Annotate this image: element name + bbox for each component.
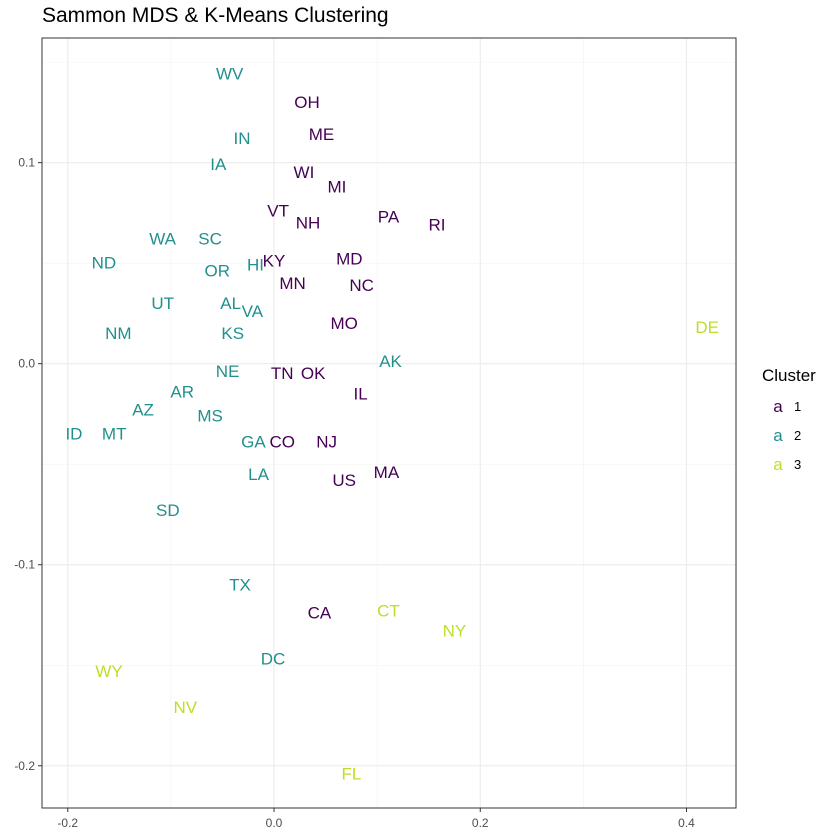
point-label-ny: NY xyxy=(443,622,467,641)
y-tick-label: 0.1 xyxy=(18,156,35,170)
point-label-ms: MS xyxy=(197,406,223,425)
point-label-il: IL xyxy=(354,384,368,403)
point-label-ne: NE xyxy=(216,362,240,381)
point-label-fl: FL xyxy=(341,764,361,783)
legend-key: a xyxy=(773,454,783,474)
point-label-nj: NJ xyxy=(316,433,337,452)
point-label-sc: SC xyxy=(198,230,222,249)
point-label-nv: NV xyxy=(174,698,198,717)
point-label-wa: WA xyxy=(149,230,176,249)
point-label-ri: RI xyxy=(428,215,445,234)
x-tick-label: -0.2 xyxy=(57,816,78,830)
point-label-va: VA xyxy=(242,302,264,321)
point-label-ga: GA xyxy=(241,433,266,452)
point-label-dc: DC xyxy=(261,650,286,669)
point-label-ca: CA xyxy=(308,603,332,622)
point-label-mo: MO xyxy=(330,314,357,333)
legend-title: Cluster xyxy=(762,366,816,385)
x-tick-label: 0.4 xyxy=(678,816,695,830)
point-label-ak: AK xyxy=(379,352,402,371)
point-label-co: CO xyxy=(270,433,296,452)
point-label-ok: OK xyxy=(301,364,326,383)
point-label-mt: MT xyxy=(102,425,127,444)
point-label-de: DE xyxy=(695,318,719,337)
point-label-nc: NC xyxy=(349,276,374,295)
legend-label: 1 xyxy=(794,399,802,414)
x-tick-label: 0.2 xyxy=(472,816,489,830)
legend-key: a xyxy=(773,425,783,445)
legend-key: a xyxy=(773,396,783,416)
point-label-nd: ND xyxy=(92,254,117,273)
chart-title: Sammon MDS & K-Means Clustering xyxy=(42,4,389,27)
point-label-mi: MI xyxy=(327,177,346,196)
point-label-ct: CT xyxy=(377,601,400,620)
point-label-or: OR xyxy=(205,262,231,281)
point-label-me: ME xyxy=(309,125,335,144)
axes: -0.2 0.0 0.2 0.4 -0.2 -0.1 0.0 0.1 xyxy=(14,156,695,830)
point-label-pa: PA xyxy=(378,207,400,226)
point-label-md: MD xyxy=(336,250,362,269)
point-label-us: US xyxy=(332,471,356,490)
point-label-ks: KS xyxy=(221,324,244,343)
point-label-wy: WY xyxy=(95,662,122,681)
point-label-nm: NM xyxy=(105,324,131,343)
point-label-ky: KY xyxy=(263,252,286,271)
y-tick-label: -0.1 xyxy=(14,558,35,572)
point-label-ma: MA xyxy=(374,463,400,482)
point-label-az: AZ xyxy=(132,400,154,419)
panel-border xyxy=(41,37,737,809)
point-label-al: AL xyxy=(220,294,241,313)
legend-label: 3 xyxy=(794,457,802,472)
point-label-wi: WI xyxy=(294,163,315,182)
point-label-ut: UT xyxy=(151,294,174,313)
point-label-hi: HI xyxy=(247,256,264,275)
y-tick-label: 0.0 xyxy=(18,357,35,371)
point-label-in: IN xyxy=(234,129,251,148)
point-label-mn: MN xyxy=(279,274,305,293)
y-tick-label: -0.2 xyxy=(14,759,35,773)
point-label-vt: VT xyxy=(267,201,289,220)
point-label-ar: AR xyxy=(170,382,194,401)
point-label-tx: TX xyxy=(229,575,251,594)
point-label-sd: SD xyxy=(156,501,180,520)
point-label-wv: WV xyxy=(216,65,244,84)
point-label-id: ID xyxy=(65,425,82,444)
point-label-nh: NH xyxy=(296,213,321,232)
legend-label: 2 xyxy=(794,428,802,443)
x-tick-label: 0.0 xyxy=(266,816,283,830)
grid xyxy=(42,38,736,808)
point-label-tn: TN xyxy=(271,364,294,383)
point-label-la: LA xyxy=(248,465,269,484)
point-label-oh: OH xyxy=(294,93,320,112)
point-label-ia: IA xyxy=(210,155,227,174)
